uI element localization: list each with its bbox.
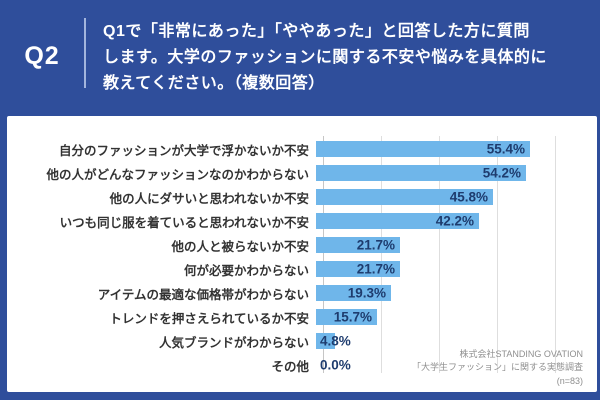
source-credit: 株式会社STANDING OVATION 「大学生ファッション」に関する実態調査 (… [412, 348, 583, 389]
bar [316, 261, 400, 277]
question-text: Q1で「非常にあった」「ややあった」と回答した方に質問 します。大学のファッション… [103, 19, 593, 97]
value-label: 15.7% [333, 309, 372, 325]
chart-row: いつも同じ服を着ていると思われないか不安 42.2% [7, 209, 589, 233]
category-label: 自分のファッションが大学で浮かないか不安 [58, 143, 309, 158]
gridline-45pct [497, 136, 498, 373]
bar-plot-area: 45.8% [316, 185, 589, 209]
category-label: 人気ブランドがわからない [158, 335, 309, 350]
category-label: 他の人がどんなファッションなのかわからない [46, 167, 309, 182]
category-label: その他 [271, 359, 309, 374]
chart-row: 人気ブランドがわからない 4.8% [7, 329, 589, 353]
chart-row: 他の人にダサいと思われないか不安 45.8% [7, 185, 589, 209]
gridline-15pct [381, 136, 382, 373]
source-credit-line: 「大学生ファッション」に関する実態調査 [411, 362, 583, 372]
source-credit-line: 株式会社STANDING OVATION [459, 348, 583, 359]
bar [316, 333, 335, 349]
chart-row: 他の人と被らないか不安 21.7% [7, 233, 589, 257]
bar-plot-area: 0.0% [316, 353, 589, 377]
bar [316, 165, 526, 181]
question-text-line: Q1で「非常にあった」「ややあった」と回答した方に質問 [103, 23, 530, 40]
bar [316, 237, 400, 253]
source-credit-line: (n=83) [556, 375, 583, 386]
value-label: 42.2% [435, 213, 474, 229]
bar-plot-area: 21.7% [316, 257, 589, 281]
chart-row: 自分のファッションが大学で浮かないか不安 55.4% [7, 137, 589, 161]
question-text-line: 教えてください。（複数回答） [103, 75, 325, 92]
header-divider [84, 18, 86, 88]
bar [316, 213, 479, 229]
chart-row: アイテムの最適な価格帯がわからない 19.3% [7, 281, 589, 305]
bar-plot-area: 19.3% [316, 281, 589, 305]
category-label: 他の人にダサいと思われないか不安 [109, 191, 309, 206]
bar-plot-area: 4.8% [316, 329, 589, 353]
bar [316, 285, 391, 301]
question-header: Q2 Q1で「非常にあった」「ややあった」と回答した方に質問 します。大学のファッ… [0, 0, 600, 113]
value-label: 4.8% [320, 333, 351, 349]
value-label: 21.7% [356, 261, 395, 277]
value-label: 21.7% [356, 237, 395, 253]
chart-row: その他 0.0% [7, 353, 589, 377]
axis-line [323, 136, 324, 373]
bar-plot-area: 54.2% [316, 161, 589, 185]
bar-plot-area: 55.4% [316, 137, 589, 161]
value-label: 0.0% [320, 357, 351, 373]
chart-row: トレンドを押さえられているか不安 15.7% [7, 305, 589, 329]
bar [316, 309, 377, 325]
question-text-line: します。大学のファッションに関する不安や悩みを具体的に [103, 49, 547, 66]
value-label: 45.8% [449, 189, 488, 205]
category-label: トレンドを押さえられているか不安 [109, 311, 309, 326]
bar-plot-area: 15.7% [316, 305, 589, 329]
category-label: 他の人と被らないか不安 [171, 239, 309, 254]
gridline-60pct [555, 136, 556, 373]
category-label: いつも同じ服を着ていると思われないか不安 [59, 215, 309, 230]
bar [316, 189, 493, 205]
value-label: 54.2% [482, 165, 521, 181]
value-label: 19.3% [347, 285, 386, 301]
chart-panel: 自分のファッションが大学で浮かないか不安 55.4% 他の人がどんなファッションなの… [7, 116, 597, 392]
question-number-badge: Q2 [24, 42, 60, 70]
chart-row: 何が必要かわからない 21.7% [7, 257, 589, 281]
bar-chart: 自分のファッションが大学で浮かないか不安 55.4% 他の人がどんなファッションなの… [7, 137, 589, 377]
chart-row: 他の人がどんなファッションなのかわからない 54.2% [7, 161, 589, 185]
gridline-30pct [439, 136, 440, 373]
category-label: アイテムの最適な価格帯がわからない [97, 287, 309, 302]
category-label: 何が必要かわからない [183, 263, 309, 278]
bar [316, 141, 530, 157]
bar-plot-area: 42.2% [316, 209, 589, 233]
bar-plot-area: 21.7% [316, 233, 589, 257]
value-label: 55.4% [486, 141, 525, 157]
